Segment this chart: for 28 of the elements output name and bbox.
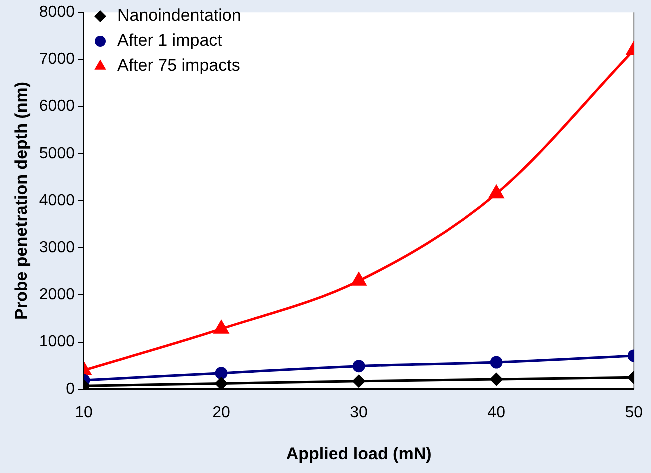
y-tick-label: 5000	[39, 145, 76, 162]
y-axis-title: Probe penetration depth (nm)	[12, 82, 31, 320]
x-tick-label: 10	[75, 404, 93, 422]
point	[352, 272, 366, 286]
point	[215, 367, 228, 380]
y-tick-label: 1000	[39, 334, 76, 351]
y-tick-label: 8000	[39, 4, 76, 22]
point	[489, 186, 504, 199]
x-tick-label: 50	[625, 404, 644, 422]
legend-label: After 75 impacts	[117, 56, 240, 76]
point	[214, 320, 229, 334]
x-axis-title: Applied load (mN)	[286, 444, 432, 464]
legend-label: Nanoindentation	[117, 6, 242, 26]
point	[215, 378, 228, 390]
x-tick-label: 30	[350, 404, 368, 422]
y-tick-label: 4000	[39, 192, 76, 210]
y-tick-label: 7000	[39, 51, 76, 68]
point	[352, 360, 366, 373]
x-tick-label: 40	[488, 404, 506, 422]
y-tick-label: 2000	[39, 286, 76, 304]
y-tick-label: 6000	[39, 98, 76, 116]
x-tick-label: 20	[212, 404, 231, 422]
point	[490, 373, 503, 386]
legend-label: After 1 impact	[117, 31, 223, 50]
y-tick-label: 0	[66, 380, 76, 398]
point	[490, 356, 503, 369]
y-tick-label: 3000	[39, 240, 76, 257]
point	[352, 375, 366, 388]
